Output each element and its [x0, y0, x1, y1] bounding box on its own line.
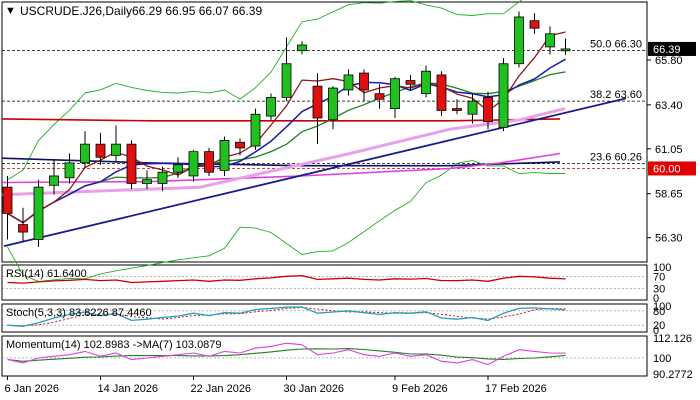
candle-body [297, 44, 307, 52]
main-frame [1, 1, 648, 263]
price-axis-label: 56.30 [655, 233, 683, 245]
header-symbol: USCRUDE.J26,Daily [20, 4, 132, 18]
candle-body [18, 224, 28, 233]
candle-body [173, 164, 183, 173]
rsi-axis-label: 0 [653, 293, 659, 305]
candle-body [33, 186, 44, 240]
candle-body [111, 143, 121, 156]
price-axis-label: 65.80 [655, 55, 683, 67]
stoch-axis-label: 20 [653, 320, 665, 332]
candle-body [142, 179, 152, 184]
date-label: 22 Jan 2026 [191, 383, 252, 395]
candle-body [514, 16, 524, 65]
candle-body [405, 80, 416, 85]
candle-body [498, 63, 509, 128]
trendline [3, 97, 627, 247]
header-ohlc: 66.29 66.95 66.07 66.39 [132, 4, 262, 18]
ma-long-red [1, 118, 561, 122]
rsi-axis-label: 30 [653, 284, 665, 296]
candle-body [188, 151, 199, 177]
candle-body [281, 63, 292, 98]
rsi-label: RSI(14) 61.6400 [6, 268, 87, 280]
candle-body [529, 20, 540, 29]
candle-body [312, 85, 323, 119]
chart-labels: 50.0 66.30 38.2 63.60 23.6 60.26 65.80 63.40… [5, 39, 696, 395]
candle-body [235, 141, 245, 149]
mom-axis-label: 100 [653, 353, 671, 365]
candle-body [421, 70, 431, 95]
candle-body [157, 171, 168, 184]
candle-body [467, 100, 478, 115]
level-60-tag: 60.00 [653, 163, 681, 175]
candle-body [452, 108, 462, 111]
rsi-frame [1, 264, 648, 301]
price-axis-label: 58.65 [655, 189, 683, 201]
stoch-main-line [7, 306, 566, 328]
candle-body [374, 93, 385, 100]
chart-frames [1, 1, 648, 377]
bollinger-lower [7, 160, 566, 282]
mom-label: Momentum(14) 102.8983 ->MA(7) 103.0879 [6, 339, 222, 351]
candle-body [95, 143, 106, 158]
stoch-axis-label: 0 [653, 325, 659, 337]
candle-body [64, 162, 75, 179]
price-axis-label: 63.40 [655, 100, 683, 112]
candle-body [204, 151, 214, 173]
candles [2, 11, 571, 248]
candle-body [49, 175, 59, 186]
last-price-tag-bg [648, 41, 696, 56]
candle-body [80, 143, 90, 164]
candle-body [266, 96, 276, 117]
date-label: 9 Feb 2026 [392, 383, 448, 395]
last-price-tag: 66.39 [653, 44, 681, 56]
candle-body [343, 74, 354, 91]
fib-label: 23.6 60.26 [590, 152, 642, 164]
stoch-frame [1, 303, 648, 333]
header-dropdown-icon: ▼ [5, 5, 16, 17]
candle-body [359, 72, 369, 91]
ma-magenta [1, 152, 561, 184]
stoch-axis-label: 80 [653, 306, 665, 318]
mom-axis-label: 90.2772 [653, 369, 693, 381]
date-label: 30 Jan 2026 [284, 383, 345, 395]
mom-axis-label: 112.126 [653, 333, 692, 345]
stoch-axis-label: 100 [653, 301, 671, 313]
price-axis-label: 61.05 [655, 144, 683, 156]
candle-body [560, 48, 571, 52]
rsi-axis-label: 70 [653, 271, 665, 283]
ma-pink-wide [1, 107, 566, 197]
candle-body [126, 143, 137, 184]
fib-label: 50.0 66.30 [590, 39, 642, 51]
momentum-line [7, 342, 566, 366]
stoch-label: Stoch(5,3,3) 83.8226 87.4460 [6, 307, 152, 319]
date-label: 17 Feb 2026 [485, 383, 547, 395]
candle-body [436, 74, 447, 111]
rsi-line [7, 275, 566, 284]
candle-body [545, 33, 555, 48]
momentum-ma-line [7, 348, 566, 362]
level-60-tag-bg [648, 161, 696, 176]
candle-body [483, 96, 493, 123]
fib-label: 38.2 63.60 [590, 89, 642, 101]
candle-body [328, 87, 338, 121]
rsi-axis-label: 100 [653, 262, 671, 274]
stoch-signal-line [7, 307, 566, 327]
candle-body [250, 113, 261, 147]
mom-frame [1, 335, 648, 377]
candle-body [219, 140, 230, 171]
candle-body [2, 186, 13, 214]
date-label: 6 Jan 2026 [5, 383, 59, 395]
candle-body [390, 78, 400, 110]
date-label: 14 Jan 2026 [98, 383, 159, 395]
